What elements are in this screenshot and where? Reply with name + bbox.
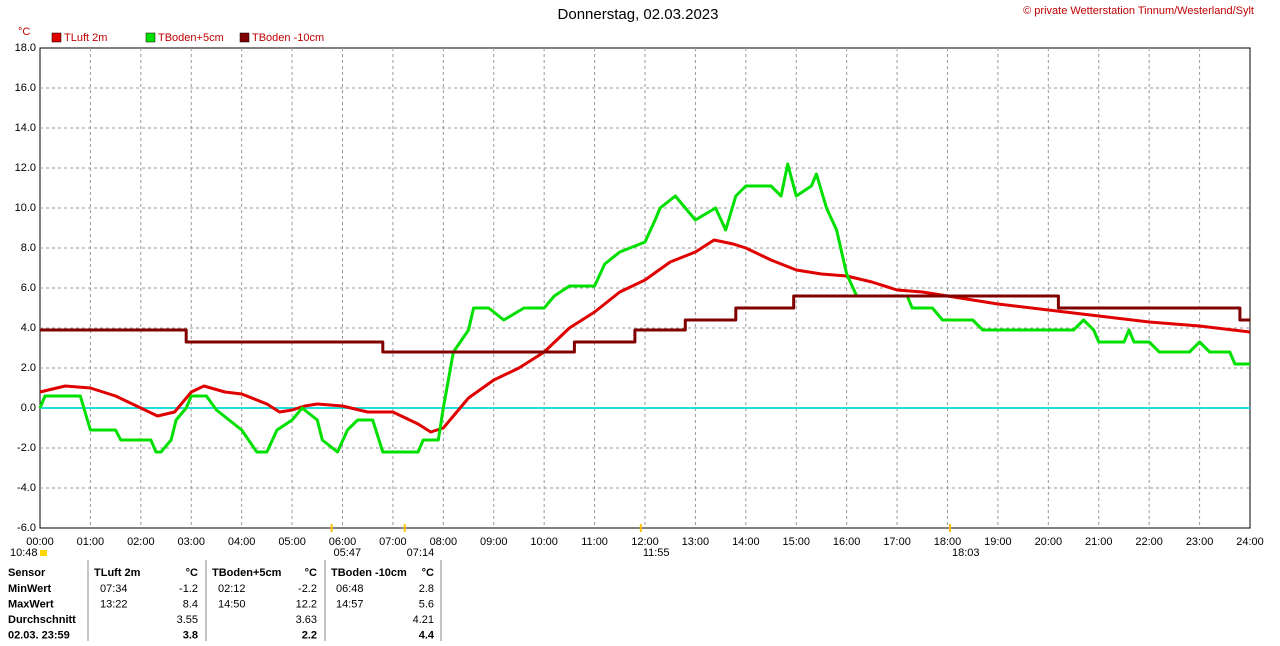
series-line [39,238,1251,434]
x-tick-label: 08:00 [430,536,458,548]
x-tick-label: 03:00 [177,536,205,548]
legend-label: TBoden -10cm [252,32,324,44]
series-line [38,162,1250,454]
table-cell: 02:12 [218,583,246,595]
legend-label: TBoden+5cm [158,32,224,44]
table-cell: 14:50 [218,598,246,610]
x-tick-label: 01:00 [77,536,105,548]
table-cell: 4.21 [413,614,434,626]
table-cell: -2.2 [298,583,317,595]
y-tick-label: 14.0 [15,122,36,134]
y-tick-label: 18.0 [15,42,36,54]
x-tick-label: 09:00 [480,536,508,548]
moon-time: 10:48 [10,547,38,559]
table-cell: 02.03. 23:59 [8,629,70,641]
table-cell: Durchschnitt [8,614,76,626]
y-tick-label: 0.0 [21,402,36,414]
x-tick-label: 14:00 [732,536,760,548]
table-header: TLuft 2m [94,567,141,579]
x-tick-label: 06:00 [329,536,357,548]
moon-icon [40,550,47,556]
y-tick-label: -2.0 [17,442,36,454]
table-cell: MinWert [8,583,52,595]
y-tick-label: 4.0 [21,322,36,334]
table-cell: 8.4 [183,598,198,610]
table-header: Sensor [8,567,46,579]
y-tick-label: 2.0 [21,362,36,374]
x-tick-label: 11:00 [581,536,608,548]
stats-table: Sensor TLuft 2m °C TBoden+5cm °C TBoden -10cm… [8,560,442,641]
legend-swatch [239,32,250,43]
sun-time: 05:47 [334,547,362,559]
legend-swatch [51,32,62,43]
table-header: °C [186,567,198,579]
table-cell: -1.2 [179,583,198,595]
table-cell: 06:48 [336,583,364,595]
x-tick-label: 02:00 [127,536,155,548]
copyright: © private Wetterstation Tinnum/Westerlan… [1023,5,1254,17]
y-tick-label: 12.0 [15,162,36,174]
y-tick-label: -6.0 [17,522,36,534]
table-cell: 14:57 [336,598,364,610]
x-tick-label: 18:00 [934,536,962,548]
x-tick-label: 07:00 [379,536,407,548]
table-cell: 13:22 [100,598,128,610]
table-header: °C [305,567,317,579]
x-tick-label: 23:00 [1186,536,1214,548]
sun-time: 11:55 [643,547,670,559]
x-tick-label: 10:00 [530,536,558,548]
y-tick-label: 10.0 [15,202,36,214]
table-cell: 5.6 [419,598,434,610]
table-cell: 3.63 [296,614,317,626]
table-header: TBoden -10cm [331,567,407,579]
table-cell: 4.4 [419,629,435,641]
table-cell: 2.8 [419,583,434,595]
legend-swatch [145,32,156,43]
x-tick-label: 13:00 [682,536,710,548]
sun-time: 07:14 [407,547,435,559]
legend-label: TLuft 2m [64,32,107,44]
x-tick-label: 12:00 [631,536,659,548]
table-cell: 07:34 [100,583,128,595]
table-cell: MaxWert [8,598,54,610]
series-line [40,294,1250,354]
table-cell: 3.55 [177,614,198,626]
y-tick-label: -4.0 [17,482,36,494]
x-tick-label: 00:00 [26,536,54,548]
table-cell: 12.2 [296,598,317,610]
y-tick-label: 16.0 [15,82,36,94]
y-unit: °C [18,26,30,38]
chart-title: Donnerstag, 02.03.2023 [558,6,719,23]
x-tick-label: 22:00 [1135,536,1163,548]
x-tick-label: 24:00 [1236,536,1264,548]
table-cell: 3.8 [183,629,198,641]
table-cell: 2.2 [302,629,317,641]
x-tick-label: 19:00 [984,536,1012,548]
y-tick-label: 8.0 [21,242,36,254]
table-header: TBoden+5cm [212,567,282,579]
sun-time: 18:03 [952,547,980,559]
x-tick-label: 20:00 [1035,536,1063,548]
x-tick-label: 05:00 [278,536,306,548]
table-header: °C [422,567,434,579]
x-tick-label: 21:00 [1085,536,1113,548]
x-tick-label: 17:00 [883,536,911,548]
x-tick-label: 04:00 [228,536,256,548]
x-tick-label: 15:00 [782,536,810,548]
y-tick-label: 6.0 [21,282,36,294]
x-tick-label: 16:00 [833,536,861,548]
